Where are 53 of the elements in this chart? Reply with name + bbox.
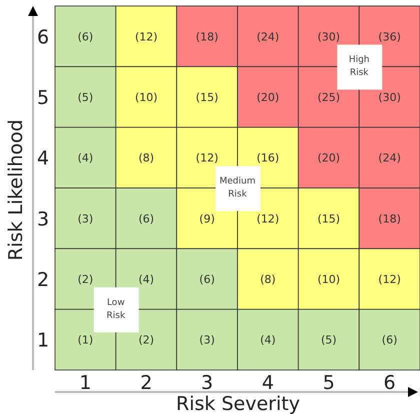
data-label: (2)	[78, 273, 94, 286]
data-label: (6)	[138, 212, 154, 226]
data-label: (24)	[256, 30, 280, 44]
x-tick-label: 1	[79, 372, 92, 394]
y-axis-title: Risk Likelihood	[5, 119, 27, 261]
data-label: (12)	[256, 212, 280, 226]
annotation: Medium Risk	[220, 176, 256, 200]
data-label: (2)	[138, 334, 154, 347]
y-tick-label: 3	[36, 208, 50, 230]
data-label: (8)	[138, 152, 154, 165]
data-label: (4)	[78, 152, 94, 165]
data-label: (30)	[317, 30, 340, 44]
data-label: (30)	[378, 91, 401, 104]
data-label: (5)	[320, 334, 337, 347]
data-label: (18)	[378, 212, 401, 226]
x-axis-title: Risk Severity	[176, 393, 300, 414]
data-label: (4)	[260, 334, 276, 347]
x-tick-label: 6	[384, 372, 396, 394]
data-label: (25)	[317, 91, 340, 104]
data-label: (10)	[134, 91, 158, 104]
y-tick-label: 1	[36, 330, 50, 352]
data-label: (15)	[317, 212, 340, 226]
data-label: (6)	[78, 30, 94, 44]
data-label: (15)	[196, 91, 218, 104]
data-label: (24)	[378, 152, 401, 165]
annotation: Low Risk	[106, 298, 126, 321]
data-label: (12)	[196, 152, 218, 165]
data-label: (4)	[138, 273, 154, 286]
x-tick-label: 2	[140, 372, 152, 394]
data-label: (3)	[78, 212, 94, 226]
data-label: (8)	[260, 273, 276, 286]
y-tick-label: 4	[36, 148, 50, 170]
x-tick-label: 3	[201, 372, 214, 394]
data-label: (12)	[378, 273, 401, 286]
data-label: (6)	[199, 273, 215, 286]
data-label: (18)	[196, 30, 218, 44]
y-tick-label: 5	[36, 87, 50, 109]
y-tick-label: 2	[36, 269, 50, 291]
data-label: (6)	[382, 334, 398, 347]
x-tick-label: 4	[262, 372, 274, 394]
data-label: (36)	[378, 30, 401, 44]
annotation: High Risk	[348, 55, 370, 78]
data-label: (16)	[256, 152, 280, 165]
data-label: (1)	[78, 334, 94, 347]
data-label: (20)	[256, 91, 280, 104]
data-label: (5)	[78, 91, 94, 104]
data-label: (3)	[199, 334, 215, 347]
y-tick-label: 6	[36, 26, 50, 48]
data-label: (9)	[199, 212, 215, 226]
data-label: (12)	[134, 30, 158, 44]
data-label: (20)	[317, 152, 340, 165]
data-label: (10)	[317, 273, 340, 286]
x-tick-label: 5	[322, 372, 335, 394]
